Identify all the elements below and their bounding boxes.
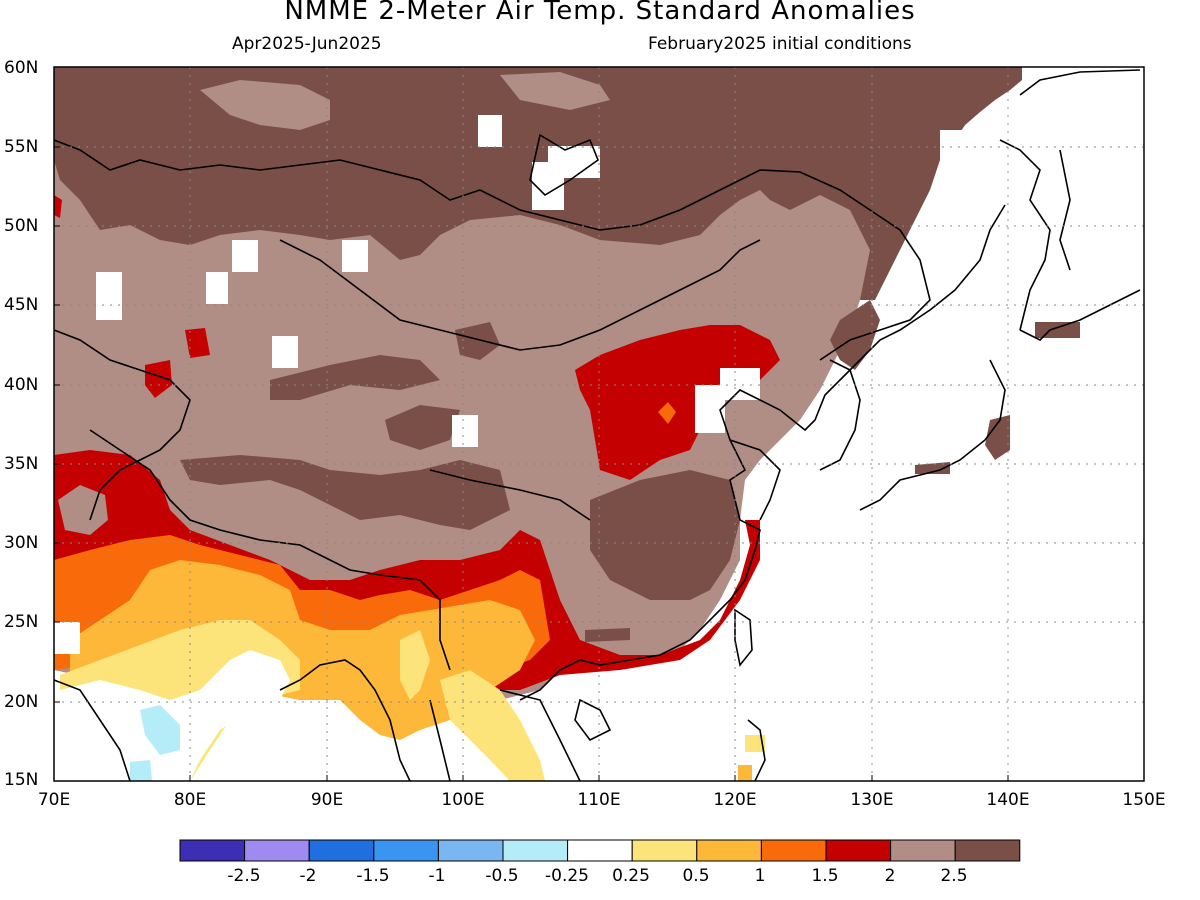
lat-label: 25N bbox=[4, 612, 39, 632]
anomaly-region-dark-brown-south-china bbox=[590, 470, 740, 600]
anomaly-region-yellow-taiwan bbox=[745, 735, 765, 752]
anomaly-region-light-orange bbox=[70, 560, 535, 740]
anomaly-region-dark-brown-kyushu bbox=[915, 462, 950, 474]
lat-label: 15N bbox=[4, 770, 39, 790]
lon-label: 100E bbox=[441, 790, 485, 810]
initial-conditions-label: February2025 initial conditions bbox=[648, 34, 912, 54]
colorbar-label: 1.5 bbox=[811, 866, 839, 886]
colorbar-swatch bbox=[760, 839, 827, 862]
anomaly-region-light-brown-patch-1 bbox=[200, 80, 330, 130]
anomaly-region-dark-brown-central-1 bbox=[270, 355, 440, 400]
lat-label: 55N bbox=[4, 137, 39, 157]
lon-label: 150E bbox=[1122, 790, 1166, 810]
colorbar-swatch bbox=[567, 839, 633, 862]
lat-label: 40N bbox=[4, 375, 39, 395]
lon-label: 110E bbox=[577, 790, 621, 810]
colorbar-swatch bbox=[373, 839, 439, 862]
anomaly-region-light-orange-philippines bbox=[738, 765, 752, 781]
lat-label: 35N bbox=[4, 454, 39, 474]
anomaly-field bbox=[54, 67, 1144, 781]
anomaly-region-dark-brown-hokkaido bbox=[1035, 322, 1080, 338]
colorbar-swatch bbox=[244, 839, 310, 862]
anomaly-region-red-north-china bbox=[575, 325, 780, 480]
colorbar-label: 0.5 bbox=[682, 866, 710, 886]
coastlines-borders bbox=[54, 69, 1141, 781]
colorbar-swatch bbox=[308, 839, 375, 862]
colorbar-label: 2 bbox=[884, 866, 896, 886]
colorbar bbox=[179, 839, 1021, 862]
anomaly-region-orange-small bbox=[658, 402, 676, 424]
colorbar-label: 1 bbox=[754, 866, 766, 886]
colorbar-swatch bbox=[437, 839, 504, 862]
colorbar-swatch bbox=[825, 839, 892, 862]
anomaly-region-dark-brown-central-3 bbox=[385, 405, 460, 450]
lon-label: 140E bbox=[986, 790, 1030, 810]
lat-label: 60N bbox=[4, 58, 39, 78]
anomaly-region-red-small-2 bbox=[185, 328, 210, 358]
anomaly-region-dark-brown-tibet bbox=[180, 455, 510, 530]
lon-label: 120E bbox=[713, 790, 757, 810]
anomaly-region-red-small-3 bbox=[145, 360, 172, 398]
colorbar-label: -0.5 bbox=[485, 866, 519, 886]
colorbar-swatch bbox=[696, 839, 762, 862]
period-label: Apr2025-Jun2025 bbox=[232, 34, 382, 54]
anomaly-region-red-small-1 bbox=[54, 195, 62, 218]
chart-title: NMME 2-Meter Air Temp. Standard Anomalie… bbox=[284, 0, 916, 26]
lat-label: 45N bbox=[4, 295, 39, 315]
colorbar-swatch bbox=[631, 839, 698, 862]
colorbar-label: -2 bbox=[299, 866, 317, 886]
colorbar-label: 2.5 bbox=[940, 866, 968, 886]
lon-label: 90E bbox=[310, 790, 344, 810]
colorbar-label: -1 bbox=[428, 866, 446, 886]
lon-label: 80E bbox=[173, 790, 207, 810]
axis-ticks bbox=[54, 146, 1009, 781]
anomaly-region-light-brown-west-patch bbox=[58, 485, 108, 535]
colorbar-label: 0.25 bbox=[612, 866, 650, 886]
anomaly-region-light-blue-small bbox=[130, 760, 152, 781]
colorbar-swatch bbox=[502, 839, 569, 862]
lat-label: 20N bbox=[4, 692, 39, 712]
anomaly-region-light-brown-patch-2 bbox=[500, 72, 610, 110]
colorbar-label: -0.25 bbox=[545, 866, 589, 886]
gridlines bbox=[54, 67, 1144, 781]
anomaly-region-dark-brown-guangxi bbox=[585, 628, 630, 642]
masked-cells bbox=[54, 115, 1000, 654]
anomaly-region-white-india bbox=[60, 650, 290, 781]
lat-label: 30N bbox=[4, 533, 39, 553]
anomaly-region-light-blue bbox=[140, 705, 180, 755]
plot-frame bbox=[53, 66, 1145, 782]
lon-label: 130E bbox=[850, 790, 894, 810]
colorbar-swatch bbox=[890, 839, 956, 862]
colorbar-swatch bbox=[954, 839, 1021, 862]
lat-label: 50N bbox=[4, 216, 39, 236]
lon-label: 70E bbox=[37, 790, 71, 810]
anomaly-region-dark-brown-central-2 bbox=[455, 322, 500, 360]
colorbar-label: -2.5 bbox=[227, 866, 261, 886]
anomaly-region-dark-brown-japan bbox=[985, 415, 1010, 460]
colorbar-swatch bbox=[179, 839, 246, 862]
colorbar-label: -1.5 bbox=[356, 866, 390, 886]
